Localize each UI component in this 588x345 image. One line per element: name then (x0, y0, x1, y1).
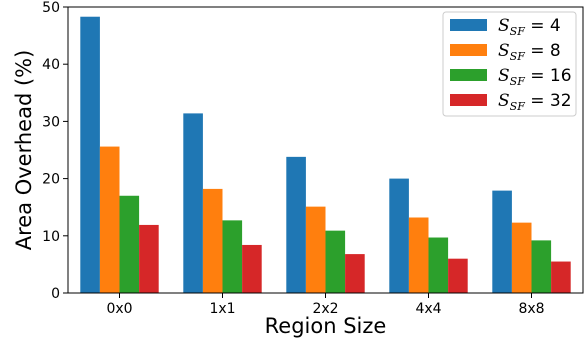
bar-4x4-series-1 (389, 178, 409, 293)
bar-4x4-series-3 (428, 237, 449, 293)
x-tick-label: 2x2 (312, 301, 338, 317)
y-tick-label: 50 (42, 0, 60, 16)
legend-swatch (450, 69, 487, 81)
bar-8x8-series-2 (511, 222, 532, 293)
y-axis: 0 10 20 30 40 50 (42, 0, 68, 302)
bars-layer (80, 16, 571, 293)
legend-label: SSF = 4 (498, 16, 561, 38)
bar-2x2-series-1 (286, 156, 306, 293)
y-tick-label: 40 (42, 57, 60, 73)
bar-2x2-series-2 (305, 206, 326, 293)
x-tick-label: 1x1 (209, 301, 235, 317)
x-axis: 0x0 1x1 2x2 4x4 8x8 (106, 293, 545, 317)
x-tick-label: 0x0 (106, 301, 132, 317)
legend: SSF = 4 SSF = 8 SSF = 16 SSF = 32 (442, 11, 577, 117)
bar-8x8-series-3 (531, 240, 552, 293)
legend-box (442, 11, 577, 117)
y-tick-label: 20 (42, 172, 60, 188)
bar-0x0-series-3 (119, 195, 140, 293)
bar-1x1-series-4 (242, 244, 262, 293)
legend-label: SSF = 32 (498, 91, 572, 113)
bar-4x4-series-2 (408, 217, 429, 293)
legend-label: SSF = 8 (498, 41, 561, 63)
y-tick-label: 0 (51, 286, 60, 302)
x-axis-title: Region Size (265, 314, 387, 338)
bar-1x1-series-2 (202, 188, 223, 293)
bar-8x8-series-4 (551, 261, 571, 293)
bar-1x1-series-1 (183, 113, 203, 293)
x-tick-label: 8x8 (518, 301, 544, 317)
bar-1x1-series-3 (222, 220, 243, 293)
bar-0x0-series-2 (99, 146, 120, 293)
legend-swatch (450, 94, 487, 106)
x-tick-label: 4x4 (415, 301, 441, 317)
bar-0x0-series-4 (139, 224, 159, 293)
y-tick-label: 10 (42, 229, 60, 245)
bar-8x8-series-1 (492, 190, 512, 293)
bar-2x2-series-3 (325, 230, 346, 293)
bar-0x0-series-1 (80, 16, 100, 293)
bar-2x2-series-4 (345, 254, 365, 293)
legend-label: SSF = 16 (498, 66, 572, 88)
y-axis-title: Area Overhead (%) (12, 50, 36, 251)
bar-4x4-series-4 (448, 258, 468, 293)
y-tick-label: 30 (42, 114, 60, 130)
legend-swatch (450, 44, 487, 56)
legend-swatch (450, 19, 487, 31)
